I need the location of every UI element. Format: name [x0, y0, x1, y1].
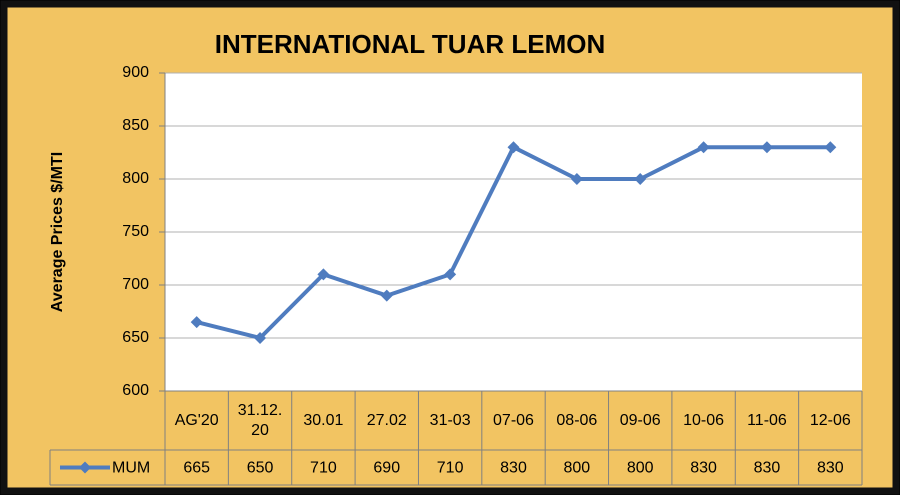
- y-tick-label: 650: [122, 329, 149, 346]
- y-tick-label: 700: [122, 276, 149, 293]
- y-tick-label: 750: [122, 223, 149, 240]
- legend-marker: [79, 461, 91, 474]
- x-tick-label-box: 10-06: [683, 411, 725, 429]
- legend-label: MUM: [112, 460, 150, 477]
- table-value: 690: [373, 460, 400, 477]
- x-tick-label: AG'20: [174, 411, 219, 429]
- table-value: 710: [437, 460, 464, 477]
- x-tick-label-box: 27.02: [366, 411, 407, 429]
- marker: [570, 173, 583, 185]
- x-tick-label-box: 07-06: [493, 411, 534, 429]
- marker: [507, 141, 520, 154]
- marker: [824, 141, 837, 154]
- x-tick-label: 30.01: [303, 411, 344, 429]
- marker: [444, 268, 457, 281]
- x-tick-label-box: 31.12.20: [237, 401, 283, 439]
- x-tick-label-box: 09-06: [619, 411, 661, 429]
- marker: [760, 141, 773, 154]
- table-value: 830: [500, 460, 527, 477]
- y-tick-label: 600: [122, 382, 149, 399]
- x-tick-label: 31.12.20: [237, 401, 283, 439]
- table-value: 710: [310, 460, 337, 477]
- x-tick-label-box: 08-06: [556, 411, 598, 429]
- marker: [634, 173, 647, 185]
- x-tick-label: 31-03: [429, 411, 471, 429]
- chart-title: INTERNATIONAL TUAR LEMON: [215, 29, 605, 59]
- x-tick-label: 08-06: [556, 411, 598, 429]
- table-value: 650: [247, 460, 274, 477]
- table-value: 830: [690, 460, 717, 477]
- table-value: 830: [754, 460, 781, 477]
- marker: [317, 268, 330, 281]
- x-tick-label-box: 30.01: [303, 411, 344, 429]
- y-tick-label: 900: [122, 64, 149, 81]
- table-value: 800: [564, 460, 591, 477]
- y-tick-label: 800: [122, 170, 149, 187]
- x-tick-label: 10-06: [683, 411, 725, 429]
- marker: [190, 316, 203, 329]
- x-tick-label-box: AG'20: [174, 411, 219, 429]
- marker: [254, 332, 267, 344]
- x-tick-label: 11-06: [747, 411, 787, 429]
- x-tick-label-box: 12-06: [809, 411, 851, 429]
- x-tick-label-box: 31-03: [429, 411, 471, 429]
- x-tick-label: 09-06: [619, 411, 661, 429]
- x-tick-label: 27.02: [366, 411, 407, 429]
- x-tick-label: 07-06: [493, 411, 534, 429]
- table-value: 830: [817, 460, 844, 477]
- y-tick-label: 850: [122, 117, 149, 134]
- table-value: 800: [627, 460, 654, 477]
- y-axis-title: Average Prices $/MTI: [49, 152, 66, 312]
- marker: [380, 289, 393, 302]
- marker: [697, 141, 710, 154]
- table-value: 665: [183, 460, 210, 477]
- x-tick-label: 12-06: [809, 411, 851, 429]
- x-tick-label-box: 11-06: [747, 411, 787, 429]
